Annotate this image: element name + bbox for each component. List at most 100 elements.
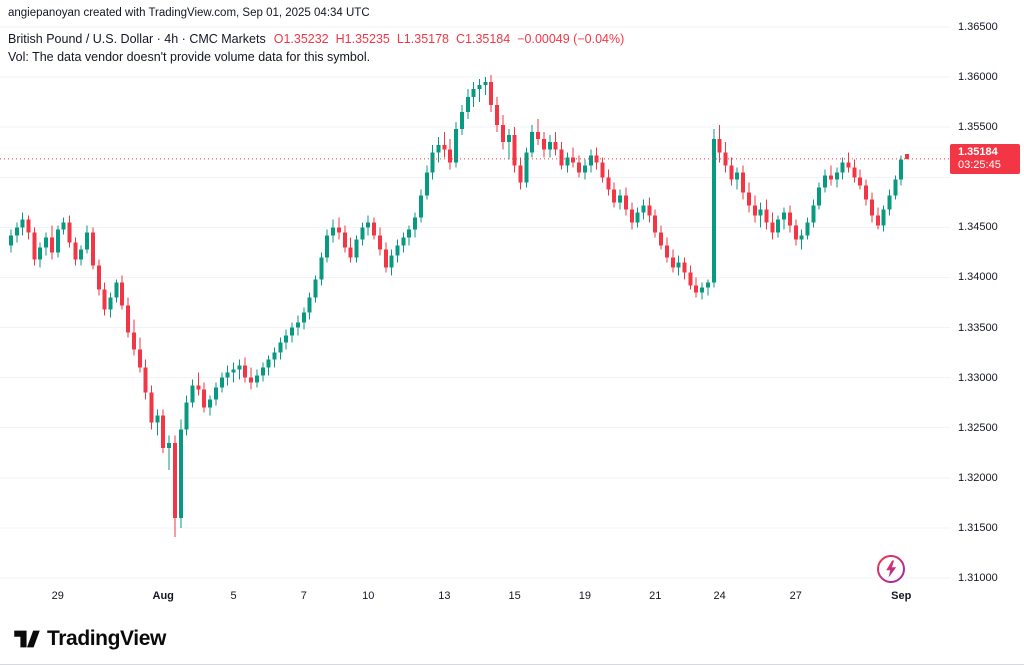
price-axis[interactable]: 1.36500 1.36000 1.35500 1.34500 1.34000 1.335… — [950, 0, 1024, 585]
candle-body — [571, 157, 576, 163]
time-axis-label: 21 — [649, 590, 662, 602]
candle-body — [606, 177, 611, 190]
time-axis-label: 24 — [713, 590, 726, 602]
candle-body — [588, 155, 593, 166]
candle-body — [360, 227, 365, 240]
candle-body — [764, 209, 769, 223]
attribution-text: angiepanoyan created with TradingView.co… — [8, 7, 370, 19]
candle-body — [8, 235, 13, 246]
candlestick-plot[interactable] — [0, 0, 950, 585]
candle-body — [243, 365, 248, 378]
candle-body — [670, 257, 675, 268]
candle-body — [219, 377, 224, 388]
candle-body — [354, 239, 359, 258]
candle-body — [518, 165, 523, 183]
candle-body — [869, 199, 874, 216]
candle-body — [500, 125, 505, 143]
refresh-data-button[interactable] — [876, 554, 906, 584]
candle-body — [664, 245, 669, 258]
candle-body — [137, 349, 142, 368]
candle-body — [530, 132, 535, 153]
candle-body — [266, 359, 271, 368]
chart-area[interactable]: British Pound / U.S. Dollar · 4h · CMC M… — [0, 0, 1024, 613]
candle-body — [612, 189, 617, 203]
lightning-bolt-icon — [877, 555, 905, 583]
candle-body — [705, 282, 710, 288]
candle-body — [254, 375, 259, 383]
candle-body — [295, 322, 300, 328]
last-price-value: 1.35184 — [958, 145, 998, 158]
candle-body — [307, 297, 312, 313]
tradingview-logo[interactable]: TradingView — [14, 627, 166, 651]
candle-body — [846, 162, 851, 168]
candle-body — [659, 232, 664, 246]
candle-body — [167, 442, 172, 448]
candle-body — [483, 82, 488, 86]
candle-body — [190, 385, 195, 403]
time-axis-label: 10 — [362, 590, 375, 602]
candle-body — [770, 222, 775, 233]
candle-body — [196, 385, 201, 390]
candle-body — [395, 245, 400, 256]
candle-body — [746, 192, 751, 206]
price-tick-label: 1.35500 — [958, 121, 998, 134]
candle-body — [44, 237, 49, 248]
candle-body — [448, 149, 453, 163]
candle-body — [55, 229, 60, 253]
last-price-badge: 1.35184 03:25:45 — [950, 143, 1020, 174]
time-axis-label: Aug — [152, 590, 174, 602]
candle-body — [278, 342, 283, 353]
candle-body — [67, 222, 72, 243]
candle-body — [61, 222, 66, 230]
candle-body — [90, 232, 95, 266]
candle-body — [26, 219, 31, 233]
change-value: −0.00049 (−0.04%) — [517, 32, 625, 46]
candle-body — [208, 399, 213, 408]
candle-body — [114, 282, 119, 298]
candle-body — [290, 327, 295, 336]
time-axis-label: 19 — [578, 590, 592, 602]
candle-body — [372, 222, 377, 236]
time-axis[interactable]: 29 Aug 5 7 10 13 15 19 21 24 27 Sep — [0, 585, 950, 613]
candle-body — [237, 365, 242, 370]
candle-body — [729, 165, 734, 180]
candle-body — [834, 172, 839, 180]
candle-body — [161, 415, 166, 448]
candle-body — [787, 212, 792, 226]
candle-body — [887, 195, 892, 210]
candle-body — [231, 369, 236, 373]
candle-body — [741, 172, 746, 193]
price-tick-label: 1.33000 — [958, 371, 998, 384]
tradingview-logo-text: TradingView — [47, 626, 166, 650]
time-axis-label: 29 — [51, 590, 64, 602]
candle-body — [102, 289, 107, 310]
candle-body — [776, 219, 781, 233]
candle-body — [881, 209, 886, 226]
candle-body — [700, 287, 705, 293]
candle-body — [313, 279, 318, 298]
high-value: H1.35235 — [335, 32, 390, 46]
candle-body — [120, 282, 125, 306]
candle-body — [272, 352, 277, 360]
candle-body — [407, 229, 412, 238]
candle-body — [336, 227, 341, 233]
candle-body — [799, 235, 804, 240]
price-tick-label: 1.32000 — [958, 471, 998, 484]
candle-body — [331, 227, 336, 236]
candle-body — [547, 142, 552, 150]
candle-body — [752, 205, 757, 216]
candle-body — [184, 402, 189, 430]
candle-body — [582, 165, 587, 173]
main-series-legend[interactable]: British Pound / U.S. Dollar · 4h · CMC M… — [8, 32, 624, 46]
volume-legend[interactable]: Vol: The data vendor doesn't provide vol… — [8, 50, 371, 64]
candle-body — [852, 167, 857, 178]
candle-body — [143, 367, 148, 393]
candle-body — [506, 135, 511, 143]
symbol-title[interactable]: British Pound / U.S. Dollar · 4h · CMC M… — [8, 32, 266, 46]
candle-body — [623, 195, 628, 210]
candle-body — [899, 159, 904, 180]
candle-body — [840, 162, 845, 173]
candle-body — [465, 97, 470, 113]
candle-body — [436, 145, 441, 153]
